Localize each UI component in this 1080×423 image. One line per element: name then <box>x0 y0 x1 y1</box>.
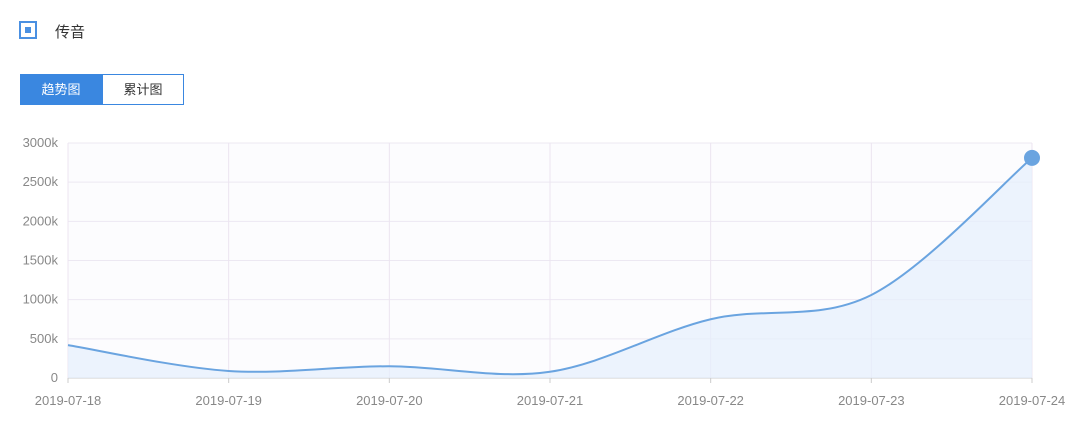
y-tick-label: 0 <box>51 370 58 385</box>
x-tick-label: 2019-07-19 <box>195 393 262 408</box>
y-tick-label: 1500k <box>23 253 59 268</box>
x-tick-label: 2019-07-18 <box>35 393 102 408</box>
x-tick-label: 2019-07-21 <box>517 393 584 408</box>
tab-label[interactable]: 累计图 <box>123 82 162 97</box>
x-tick-label: 2019-07-22 <box>677 393 744 408</box>
tab-active[interactable] <box>20 74 103 105</box>
y-tick-label: 2000k <box>23 213 59 228</box>
line <box>67 157 1033 376</box>
header-icon-dot <box>25 27 31 33</box>
tab-label[interactable]: 趋势图 <box>41 82 80 97</box>
header-icon <box>19 21 37 39</box>
x-tick-label: 2019-07-23 <box>838 393 905 408</box>
tab[interactable] <box>102 74 184 105</box>
y-tick-label: 1000k <box>23 292 59 307</box>
y-tick-label: 3000k <box>23 135 59 150</box>
header-title: 传音 <box>55 24 85 41</box>
area-fill <box>68 157 1032 378</box>
end-marker <box>1024 149 1040 166</box>
y-tick-label: 2500k <box>23 174 59 189</box>
y-tick-label: 500k <box>30 331 59 346</box>
x-tick-label: 2019-07-24 <box>999 393 1066 408</box>
x-tick-label: 2019-07-20 <box>356 393 423 408</box>
